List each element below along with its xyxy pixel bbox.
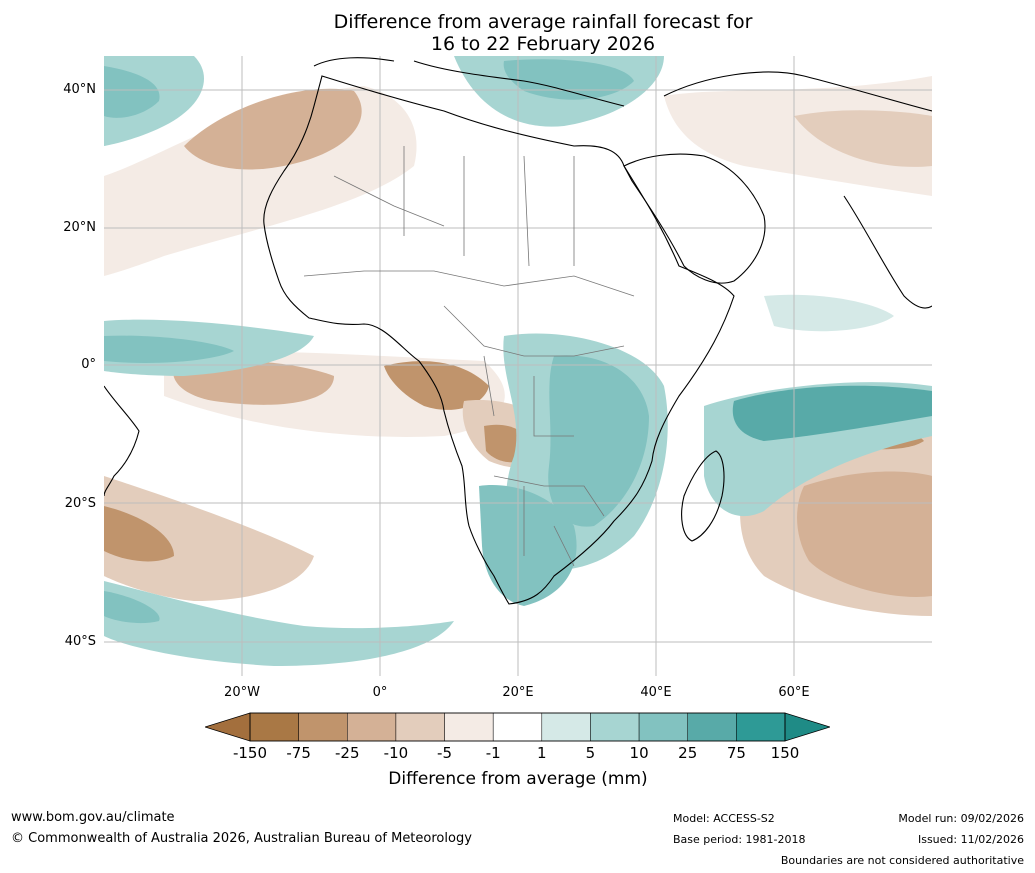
colorbar-tick-label: -5 <box>437 744 453 762</box>
map-title-line2: 16 to 22 February 2026 <box>430 33 656 55</box>
colorbar-segment <box>347 712 397 742</box>
lat-label-20s: 20°S <box>64 496 96 511</box>
colorbar-segment <box>249 712 299 742</box>
madagascar-coastline <box>681 450 725 542</box>
lat-label-40n: 40°N <box>63 82 96 97</box>
colorbar-segment <box>298 712 348 742</box>
lon-label-40e: 40°E <box>640 685 672 700</box>
colorbar-tick-label: 10 <box>629 744 649 762</box>
colorbar-segment <box>638 712 688 742</box>
colorbar <box>205 712 830 742</box>
colorbar-segment <box>590 712 640 742</box>
colorbar-segment <box>444 712 494 742</box>
colorbar-segment <box>395 712 445 742</box>
coastlines <box>104 57 932 605</box>
colorbar-tick-label: -75 <box>286 744 311 762</box>
lat-label-0: 0° <box>81 357 96 372</box>
graticule <box>104 56 932 676</box>
colorbar-over-triangle <box>784 712 830 742</box>
border-north-africa <box>333 146 575 267</box>
wet-anomaly-areas <box>104 56 932 666</box>
lon-label-60e: 60°E <box>778 685 810 700</box>
colorbar-tick-label: -25 <box>335 744 360 762</box>
lon-label-20w: 20°W <box>224 685 260 700</box>
footer-issued: Issued: 11/02/2026 <box>917 833 1024 846</box>
dry-area-south-atlantic <box>104 476 314 601</box>
colorbar-tick-label: 1 <box>537 744 547 762</box>
rainfall-anomaly-map <box>104 56 932 676</box>
wet-area-southern-africa <box>479 485 577 606</box>
country-borders <box>303 146 635 567</box>
colorbar-tick-label: -150 <box>232 744 268 762</box>
colorbar-tick-label: -10 <box>383 744 409 762</box>
dry-area-north-atlantic-core <box>184 88 362 170</box>
footer-disclaimer: Boundaries are not considered authoritat… <box>780 854 1024 867</box>
europe-coastline <box>313 57 932 112</box>
border-southern-africa <box>493 475 605 567</box>
border-central-africa <box>443 305 625 437</box>
lat-label-20n: 20°N <box>63 220 96 235</box>
colorbar-tick-label: 75 <box>726 744 746 762</box>
footer-website[interactable]: www.bom.gov.au/climate <box>11 810 175 825</box>
border-sahel <box>303 270 635 297</box>
dry-area-west-asia <box>664 76 932 196</box>
colorbar-segment <box>687 712 737 742</box>
colorbar-segment <box>492 712 543 742</box>
wet-area-central-indian-ocean <box>764 294 894 332</box>
wet-area-north-atlantic-core <box>104 66 160 118</box>
arabia-coastline <box>623 153 766 284</box>
dry-area-south-atlantic-core <box>104 506 174 562</box>
india-coastline <box>843 195 932 309</box>
lon-label-0: 0° <box>372 685 388 700</box>
wet-area-central-east-africa-core <box>548 355 649 527</box>
footer-model: Model: ACCESS-S2 <box>673 812 775 825</box>
footer-copyright: © Commonwealth of Australia 2026, Austra… <box>11 831 472 846</box>
lat-label-40s: 40°S <box>64 634 96 649</box>
colorbar-tick-label: 25 <box>678 744 698 762</box>
colorbar-segments <box>249 712 786 742</box>
colorbar-tick-label: 5 <box>585 744 596 762</box>
wet-area-south-west-indian-ocean-core <box>732 385 932 441</box>
south-america-coastline <box>104 385 140 497</box>
colorbar-tick-label: 150 <box>770 744 800 762</box>
colorbar-under-triangle <box>205 712 251 742</box>
colorbar-title: Difference from average (mm) <box>388 769 648 789</box>
wet-area-south-atlantic-core <box>104 591 160 624</box>
dry-area-arabia <box>794 110 932 167</box>
lon-label-20e: 20°E <box>502 685 534 700</box>
footer-base-period: Base period: 1981-2018 <box>673 833 806 846</box>
colorbar-segment <box>541 712 591 742</box>
map-svg <box>104 56 932 676</box>
colorbar-segment <box>736 712 786 742</box>
wet-area-south-atlantic <box>104 581 454 666</box>
footer-model-run: Model run: 09/02/2026 <box>898 812 1024 825</box>
colorbar-frame <box>249 712 786 742</box>
map-title-line1: Difference from average rainfall forecas… <box>333 11 753 33</box>
dry-area-congo-coast <box>384 361 489 410</box>
wet-area-equatorial-atlantic-core <box>104 335 234 363</box>
colorbar-tick-label: -1 <box>485 744 501 762</box>
